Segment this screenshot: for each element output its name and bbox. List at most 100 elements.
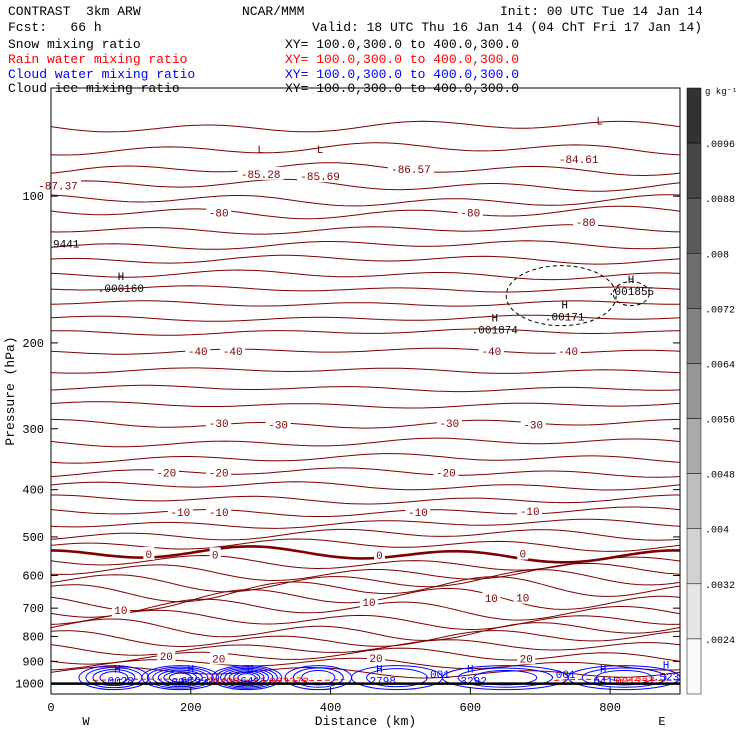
isotherm-label-bg <box>111 602 130 616</box>
isotherm-label: -30 <box>268 420 288 432</box>
isotherm-label-bg <box>513 590 532 604</box>
cloud-water-contour <box>441 665 569 691</box>
isotherm-label-bg <box>517 503 543 517</box>
isotherm-line <box>50 285 681 293</box>
isotherm-label: -85.28 <box>241 170 281 182</box>
colorbar-box <box>686 197 702 254</box>
isotherm-label-bg <box>517 651 536 665</box>
contour-value-label: .001 <box>423 670 450 682</box>
isotherm-label: -40 <box>223 347 243 359</box>
colorbar-tick-label: .0032 <box>705 581 735 592</box>
colorbar-box <box>686 363 702 419</box>
cloud-water-contour <box>92 669 136 687</box>
isotherm-label-bg <box>206 416 232 430</box>
isotherm-label: 20 <box>369 654 382 666</box>
isotherm-line <box>50 528 681 541</box>
x-tick-label: 0 <box>47 701 54 715</box>
high-marker: H <box>187 665 194 677</box>
high-marker: H <box>118 272 125 284</box>
field-name-cloud-ice: Cloud ice mixing ratio <box>8 81 180 96</box>
cloud-water-contour <box>215 666 278 689</box>
colorbar-tick-label: .0072 <box>705 305 735 316</box>
isotherm-label: -80 <box>576 218 596 230</box>
cloud-water-contour <box>228 670 265 685</box>
maximum-value-label: .0028 <box>101 677 134 689</box>
isotherm-label-bg <box>478 344 504 358</box>
isotherm-label-bg <box>433 465 459 479</box>
y-axis-title: Pressure (hPa) <box>3 336 18 445</box>
plot-frame <box>50 87 681 695</box>
isotherm-label-bg <box>573 215 599 229</box>
colorbar-box <box>686 308 702 364</box>
isotherm-label: -85.69 <box>300 172 340 184</box>
isotherm-label: -10 <box>520 507 540 519</box>
colorbar-tick-label: .004 <box>705 526 729 537</box>
isotherm-line <box>50 205 681 220</box>
maximum-value-label: .523 <box>653 673 679 685</box>
colorbar-box <box>686 528 702 585</box>
isotherm-line <box>50 384 681 393</box>
cloud-water-contour <box>219 667 274 688</box>
field-xy-cloud-water: XY= 100.0,300.0 to 400.0,300.0 <box>285 67 520 82</box>
isotherm-line <box>50 554 681 571</box>
isotherm-label-bg <box>555 344 581 358</box>
isotherm-label: 0 <box>376 551 383 563</box>
contour-value-label: .001237 <box>609 677 655 689</box>
isotherm-label-bg <box>157 648 176 662</box>
isotherm-line <box>50 367 681 374</box>
isotherm-label-bg <box>265 417 291 431</box>
x-tick-label: 200 <box>180 701 202 715</box>
cloud-water-contour <box>567 665 681 691</box>
cloud-water-contour <box>366 668 428 688</box>
isotherm-label: -86.57 <box>391 165 431 177</box>
colorbar-box <box>686 638 702 695</box>
cloud-water-contour <box>292 667 344 688</box>
high-marker: H <box>663 661 670 673</box>
colorbar-tick-label: .0048 <box>705 471 735 482</box>
isotherm-line <box>50 269 681 281</box>
colorbar-box <box>686 418 702 474</box>
isotherm-label: 10 <box>114 606 127 618</box>
isotherm-label: 0 <box>519 550 526 562</box>
isotherm-label: 20 <box>160 652 173 664</box>
isotherm-label: -84.61 <box>559 155 599 167</box>
isotherm-label: -30 <box>439 419 459 431</box>
field-name-cloud-water: Cloud water mixing ratio <box>8 67 196 82</box>
west-label: W <box>82 715 90 729</box>
isotherm-label: -10 <box>209 508 229 520</box>
y-tick-label: 900 <box>22 655 44 669</box>
isotherm-label: -80 <box>209 208 229 220</box>
low-label: L <box>257 145 264 157</box>
org-label: NCAR/MMM <box>242 4 305 19</box>
field-name-rain: Rain water mixing ratio <box>8 52 188 67</box>
cloud-ice-contour <box>505 265 617 327</box>
maximum-value-label: .6411 <box>234 677 267 689</box>
y-tick-label: 300 <box>22 423 44 437</box>
colorbar-tick-label: .0024 <box>705 636 735 647</box>
maximum-value-label: .2798 <box>363 677 396 689</box>
isotherm-label-bg <box>206 465 232 479</box>
high-marker: H <box>376 665 383 677</box>
cloud-water-contour <box>284 665 353 691</box>
isotherm-line <box>51 328 681 336</box>
maximum-value-label: .3292 <box>454 677 487 689</box>
field-name-snow: Snow mixing ratio <box>8 37 141 52</box>
isotherm-label-bg <box>359 595 378 609</box>
maximum-value-label: .001855 <box>608 287 654 299</box>
isotherm-label: 20 <box>212 654 225 666</box>
contour-value-label: .003372 <box>263 677 309 689</box>
maximum-value-label: .001874 <box>472 326 519 338</box>
isotherm-line <box>50 666 681 679</box>
isotherm-label: -80 <box>460 208 480 220</box>
cloud-water-contour <box>211 665 283 691</box>
isotherm-line <box>50 453 681 464</box>
isotherm-label: -40 <box>558 347 578 359</box>
cloud-water-contour <box>152 668 209 688</box>
y-tick-label: 700 <box>22 602 44 616</box>
isotherm-label: 20 <box>520 654 533 666</box>
cloud-water-contour <box>581 667 667 688</box>
valid-time: Valid: 18 UTC Thu 16 Jan 14 (04 ChT Fri … <box>312 20 703 35</box>
isotherm-label-bg <box>34 178 81 192</box>
isotherm-line <box>50 300 681 307</box>
